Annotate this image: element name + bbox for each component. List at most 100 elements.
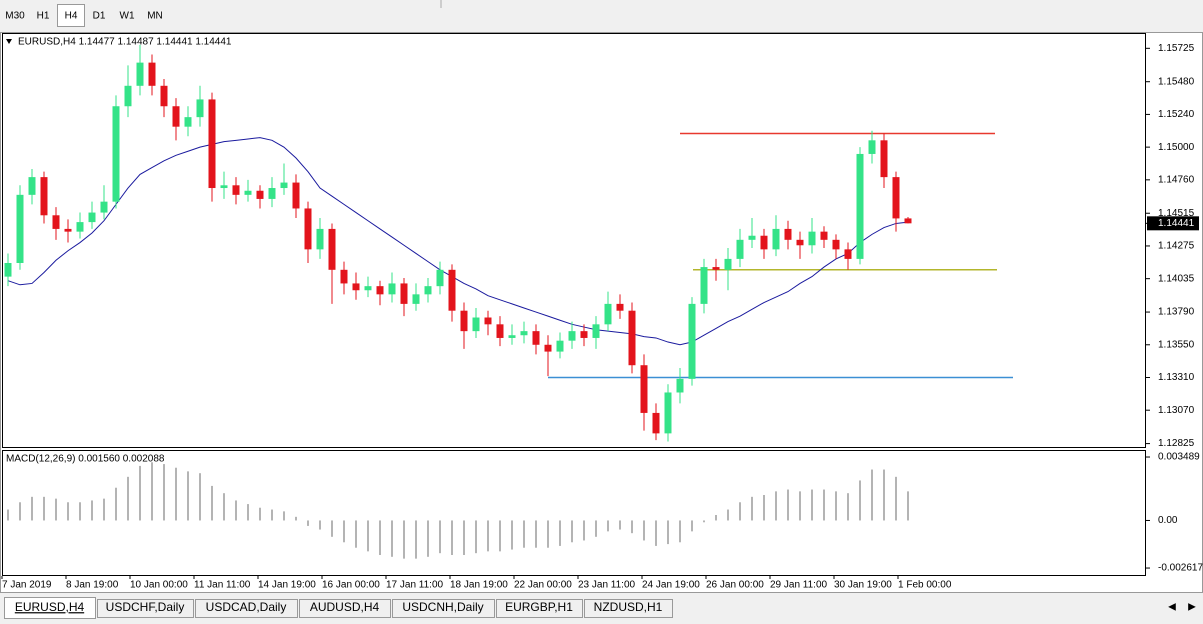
chart-tab[interactable] xyxy=(392,599,495,618)
macd-bar xyxy=(475,520,477,554)
candle-body xyxy=(316,228,324,250)
macd-bar xyxy=(271,509,273,521)
macd-bar xyxy=(775,491,777,521)
macd-label: MACD(12,26,9) 0.001560 0.002088 xyxy=(6,454,165,465)
macd-bar xyxy=(259,507,261,521)
candle-body xyxy=(292,182,300,209)
macd-bar xyxy=(631,520,633,534)
macd-tick-label: 0.003489 xyxy=(1158,452,1200,463)
candle-body xyxy=(640,365,648,413)
candle-body xyxy=(712,267,720,270)
title-arrow xyxy=(6,39,12,44)
macd-bar xyxy=(31,496,33,521)
candle-body xyxy=(892,177,900,219)
date-label: 24 Jan 19:00 xyxy=(642,580,700,591)
timeframe-label[interactable]: H4 xyxy=(65,11,78,22)
macd-bar xyxy=(619,520,621,530)
chart-tab-label[interactable]: USDCHF,Daily xyxy=(106,600,185,614)
chart-tab[interactable] xyxy=(97,599,194,618)
macd-bar xyxy=(679,520,681,543)
candle-body xyxy=(808,231,816,246)
chart-tab-label[interactable]: USDCAD,Daily xyxy=(206,600,287,614)
candle-body xyxy=(100,201,108,213)
chart-tab[interactable] xyxy=(4,597,96,619)
chart-tab-label[interactable]: NZDUSD,H1 xyxy=(594,600,663,614)
candle-body xyxy=(4,262,12,277)
chart-tab[interactable] xyxy=(584,599,673,618)
candle-body xyxy=(124,85,132,107)
chart-tab-label[interactable]: EURGBP,H1 xyxy=(505,600,573,614)
last-price-label: 1.14441 xyxy=(1158,218,1195,229)
chart-tab[interactable] xyxy=(496,599,583,618)
macd-pane xyxy=(2,450,1146,576)
macd-bar xyxy=(211,485,213,521)
candle-body xyxy=(772,228,780,250)
macd-bar xyxy=(523,520,525,548)
candle-body xyxy=(784,228,792,240)
candle-body xyxy=(220,185,228,189)
candle-body xyxy=(424,286,432,295)
macd-bar xyxy=(379,520,381,555)
macd-bar xyxy=(427,520,429,557)
candle-body xyxy=(664,392,672,434)
candle-body xyxy=(472,317,480,332)
date-label: 11 Jan 11:00 xyxy=(194,580,251,591)
macd-bar xyxy=(91,500,93,521)
macd-bar xyxy=(727,509,729,521)
candle-body xyxy=(256,190,264,199)
macd-bar xyxy=(283,511,285,521)
timeframe-label[interactable]: H1 xyxy=(37,11,50,22)
tab-scroll-right[interactable]: ▶ xyxy=(1188,602,1196,613)
macd-bar xyxy=(667,520,669,545)
timeframe-button[interactable] xyxy=(85,4,113,27)
candle-body xyxy=(556,340,564,352)
candle-body xyxy=(844,249,852,259)
timeframe-button[interactable] xyxy=(141,4,169,27)
price-pane xyxy=(2,33,1146,448)
candle-body xyxy=(412,294,420,304)
chart-tab-label[interactable]: USDCNH,Daily xyxy=(402,600,483,614)
tab-scroll-left[interactable]: ◀ xyxy=(1168,602,1176,613)
macd-bar xyxy=(115,487,117,521)
macd-bar xyxy=(343,520,345,543)
candle-body xyxy=(28,177,36,195)
timeframe-button[interactable] xyxy=(57,4,85,27)
timeframe-label[interactable]: MN xyxy=(147,11,163,22)
candle-body xyxy=(508,335,516,338)
timeframe-button[interactable] xyxy=(29,4,57,27)
candle-body xyxy=(112,106,120,202)
macd-bar xyxy=(823,489,825,521)
timeframe-label[interactable]: W1 xyxy=(120,11,135,22)
macd-bar xyxy=(199,473,201,521)
chart-tab[interactable] xyxy=(299,599,391,618)
candle-body xyxy=(16,194,24,263)
chart-tab[interactable] xyxy=(195,599,298,618)
macd-bar xyxy=(583,520,585,541)
candle-body xyxy=(688,303,696,379)
candle-body xyxy=(568,331,576,341)
macd-bar xyxy=(331,520,333,537)
macd-bar xyxy=(739,502,741,521)
timeframe-button[interactable] xyxy=(113,4,141,27)
macd-bar xyxy=(751,496,753,521)
timeframe-button[interactable] xyxy=(1,4,29,27)
macd-bar xyxy=(715,515,717,521)
chart-tab-label[interactable]: AUDUSD,H4 xyxy=(310,600,380,614)
timeframe-label[interactable]: M30 xyxy=(5,11,25,22)
candle-body xyxy=(592,324,600,338)
price-tick-label: 1.15000 xyxy=(1158,142,1195,153)
date-label: 23 Jan 11:00 xyxy=(578,580,636,591)
candle-body xyxy=(736,239,744,259)
price-tick-label: 1.14515 xyxy=(1158,208,1195,219)
toolbar xyxy=(0,0,1203,30)
candle-body xyxy=(88,212,96,223)
price-tick-label: 1.13550 xyxy=(1158,339,1195,350)
macd-bar xyxy=(187,471,189,521)
macd-bar xyxy=(763,495,765,521)
macd-bar xyxy=(307,520,309,526)
timeframe-label[interactable]: D1 xyxy=(93,11,106,22)
chart-tab-label[interactable]: EURUSD,H4 xyxy=(15,600,85,614)
date-label: 10 Jan 00:00 xyxy=(130,580,188,591)
candle-body xyxy=(340,269,348,284)
